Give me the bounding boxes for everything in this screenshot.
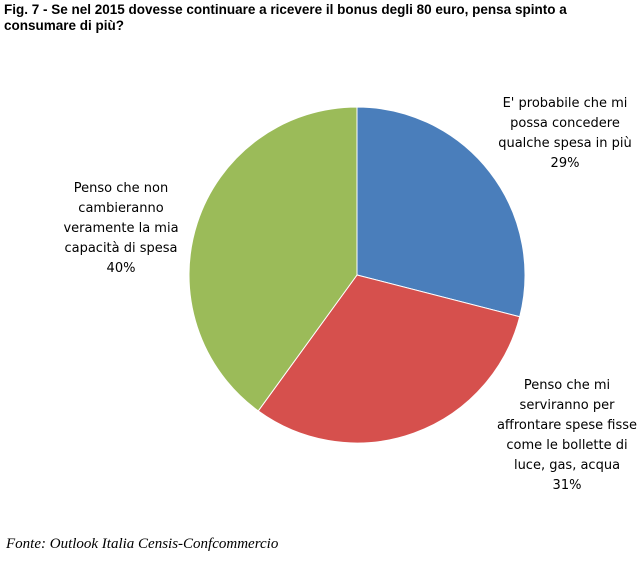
slice-category: Penso che mi serviranno per affrontare s… bbox=[496, 378, 638, 473]
slice-value: 29% bbox=[550, 156, 580, 171]
pie-slice bbox=[188, 106, 358, 412]
slice-category: Penso che non cambieranno veramente la m… bbox=[63, 181, 179, 256]
slice-category: E' probabile che mi possa concedere qual… bbox=[498, 96, 632, 151]
pie-slice bbox=[356, 106, 526, 318]
slice-label: Penso che non cambieranno veramente la m… bbox=[46, 179, 196, 279]
source: Fonte: Outlook Italia Censis-Confcommerc… bbox=[6, 536, 279, 552]
slice-value: 40% bbox=[106, 261, 136, 276]
pie-slice bbox=[257, 274, 521, 444]
slice-value: 31% bbox=[552, 478, 582, 493]
slice-label: E' probabile che mi possa concedere qual… bbox=[490, 94, 640, 174]
chart-title: Fig. 7 - Se nel 2015 dovesse continuare … bbox=[4, 2, 567, 33]
chart-title-box: Fig. 7 - Se nel 2015 dovesse continuare … bbox=[4, 2, 644, 34]
slice-label: Penso che mi serviranno per affrontare s… bbox=[492, 376, 642, 496]
